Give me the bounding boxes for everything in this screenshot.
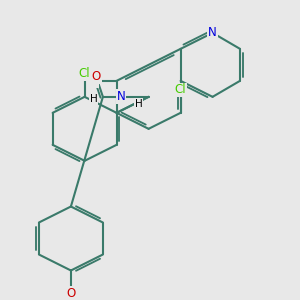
- Text: N: N: [208, 26, 217, 39]
- Text: H: H: [90, 94, 98, 104]
- Text: O: O: [66, 287, 76, 300]
- Text: Cl: Cl: [79, 68, 90, 80]
- Text: N: N: [117, 90, 125, 103]
- Text: O: O: [92, 70, 101, 83]
- Text: Cl: Cl: [175, 83, 186, 97]
- Text: O: O: [89, 74, 98, 87]
- Text: H: H: [135, 99, 142, 109]
